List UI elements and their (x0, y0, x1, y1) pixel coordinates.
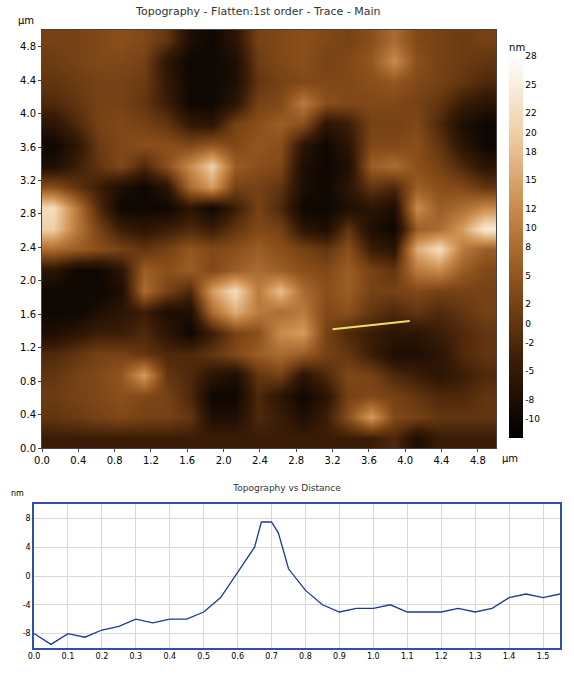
svg-text:0.0: 0.0 (28, 652, 41, 661)
svg-text:-8: -8 (525, 395, 534, 405)
svg-text:4: 4 (26, 543, 31, 552)
svg-text:0.8: 0.8 (20, 376, 36, 387)
svg-text:8: 8 (525, 242, 531, 252)
svg-text:-10: -10 (525, 414, 540, 424)
svg-text:18: 18 (525, 147, 537, 157)
svg-text:1.2: 1.2 (435, 652, 448, 661)
svg-text:0.0: 0.0 (20, 443, 36, 454)
svg-text:3.6: 3.6 (361, 455, 377, 466)
svg-text:1.6: 1.6 (179, 455, 195, 466)
svg-text:22: 22 (525, 108, 536, 118)
svg-text:3.2: 3.2 (20, 175, 36, 186)
svg-text:4.0: 4.0 (397, 455, 413, 466)
svg-text:0.5: 0.5 (197, 652, 210, 661)
svg-text:2.0: 2.0 (20, 275, 36, 286)
svg-text:2.0: 2.0 (216, 455, 232, 466)
svg-text:4.4: 4.4 (20, 75, 36, 86)
svg-text:20: 20 (525, 128, 537, 138)
svg-text:-8: -8 (23, 629, 31, 638)
svg-text:25: 25 (525, 80, 536, 90)
svg-text:5: 5 (525, 271, 531, 281)
svg-text:nm: nm (11, 489, 24, 498)
svg-text:10: 10 (525, 223, 537, 233)
svg-text:8: 8 (26, 514, 31, 523)
svg-text:1.5: 1.5 (537, 652, 550, 661)
svg-text:0.1: 0.1 (62, 652, 75, 661)
svg-text:0.7: 0.7 (265, 652, 278, 661)
svg-text:0.0: 0.0 (34, 455, 50, 466)
svg-text:1.1: 1.1 (401, 652, 414, 661)
svg-text:0.4: 0.4 (163, 652, 176, 661)
svg-text:3.6: 3.6 (20, 142, 36, 153)
svg-text:1.3: 1.3 (469, 652, 482, 661)
svg-text:-5: -5 (525, 366, 534, 376)
svg-text:-2: -2 (525, 338, 534, 348)
svg-text:µm: µm (18, 15, 34, 26)
svg-text:4.8: 4.8 (470, 455, 486, 466)
svg-text:4.0: 4.0 (20, 108, 36, 119)
svg-text:0.3: 0.3 (129, 652, 142, 661)
svg-text:15: 15 (525, 175, 536, 185)
svg-text:1.2: 1.2 (20, 342, 36, 353)
svg-text:0.4: 0.4 (20, 409, 36, 420)
svg-text:Topography - Flatten:1st order: Topography - Flatten:1st order - Trace -… (135, 5, 380, 18)
svg-text:0.8: 0.8 (107, 455, 123, 466)
svg-text:2.8: 2.8 (288, 455, 304, 466)
svg-text:0.2: 0.2 (96, 652, 109, 661)
svg-text:-4: -4 (23, 601, 31, 610)
svg-text:1.6: 1.6 (20, 309, 36, 320)
svg-text:4.4: 4.4 (434, 455, 450, 466)
svg-text:12: 12 (525, 204, 536, 214)
svg-text:1.4: 1.4 (503, 652, 516, 661)
svg-text:1.2: 1.2 (143, 455, 159, 466)
svg-text:nm: nm (509, 42, 525, 53)
svg-text:0.8: 0.8 (299, 652, 312, 661)
svg-text:2.4: 2.4 (252, 455, 268, 466)
svg-text:0.6: 0.6 (231, 652, 244, 661)
svg-text:28: 28 (525, 51, 537, 61)
svg-text:0: 0 (26, 572, 31, 581)
svg-text:1.0: 1.0 (367, 652, 380, 661)
svg-text:0.9: 0.9 (333, 652, 346, 661)
svg-text:µm: µm (502, 453, 518, 464)
svg-text:Topography vs Distance: Topography vs Distance (232, 483, 341, 493)
svg-text:0: 0 (525, 319, 531, 329)
svg-text:2.8: 2.8 (20, 208, 36, 219)
svg-text:2.4: 2.4 (20, 242, 36, 253)
svg-text:3.2: 3.2 (325, 455, 341, 466)
svg-text:0.4: 0.4 (70, 455, 86, 466)
svg-text:2: 2 (525, 299, 531, 309)
svg-text:4.8: 4.8 (20, 41, 36, 52)
